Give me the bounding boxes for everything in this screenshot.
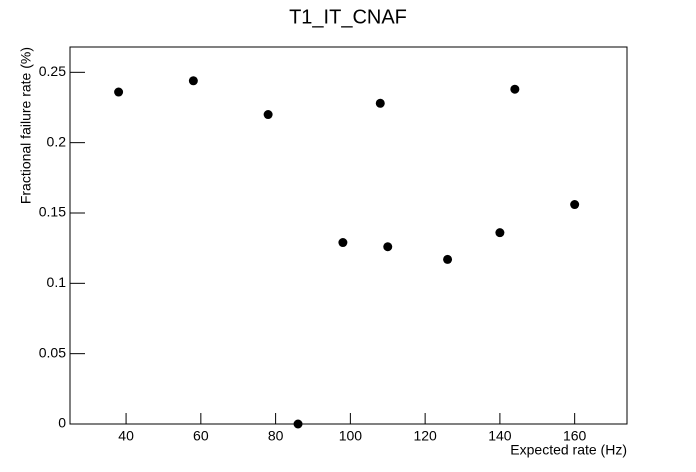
- point: [570, 200, 580, 210]
- x-tick-label: 60: [193, 428, 209, 444]
- point: [383, 242, 393, 252]
- point: [188, 76, 198, 86]
- y-tick-label: 0: [58, 415, 66, 431]
- point: [443, 254, 453, 264]
- x-tick-label: 160: [563, 428, 587, 444]
- x-tick-label: 120: [413, 428, 437, 444]
- y-tick-label: 0.05: [39, 344, 66, 360]
- y-tick-label: 0.15: [39, 204, 66, 220]
- point: [495, 228, 505, 238]
- x-tick-label: 80: [268, 428, 284, 444]
- y-axis-label: Fractional failure rate (%): [18, 47, 34, 204]
- point: [114, 87, 124, 97]
- point: [375, 98, 385, 108]
- point: [510, 84, 520, 94]
- y-tick-label: 0.1: [47, 274, 67, 290]
- x-tick-label: 100: [339, 428, 363, 444]
- plot-frame: [69, 46, 628, 425]
- x-tick-label: 140: [488, 428, 512, 444]
- point: [263, 110, 273, 120]
- point: [338, 238, 348, 248]
- chart-title: T1_IT_CNAF: [289, 6, 407, 28]
- y-tick-label: 0.2: [47, 133, 67, 149]
- x-axis-label: Expected rate (Hz): [510, 442, 627, 458]
- x-tick-label: 40: [118, 428, 134, 444]
- point: [293, 419, 303, 429]
- y-tick-label: 0.25: [39, 63, 66, 79]
